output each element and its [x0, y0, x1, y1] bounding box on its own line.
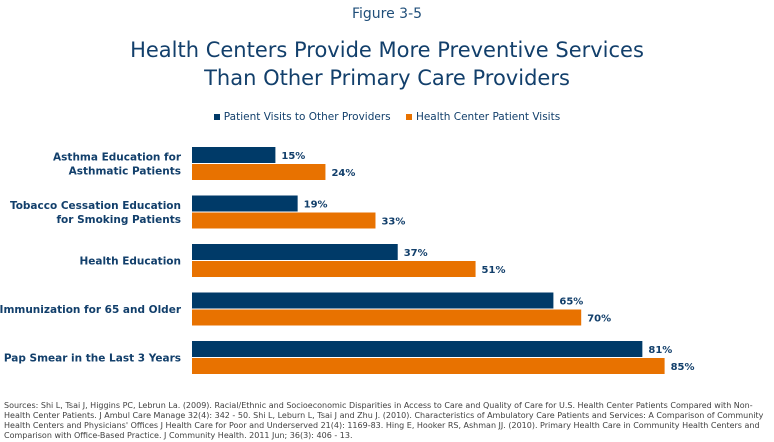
data-label: 70% — [587, 314, 611, 325]
legend-item-health-center: Health Center Patient Visits — [405, 111, 561, 123]
category-label: Tobacco Cessation Education for Smoking P… — [10, 200, 181, 226]
bar-health-center — [192, 212, 376, 229]
bar-other-providers — [192, 292, 554, 309]
chart-title-line-1: Health Centers Provide More Preventive S… — [130, 38, 644, 62]
category-label: Asthma Education for Asthmatic Patients — [53, 152, 182, 178]
legend-item-other-providers: Patient Visits to Other Providers — [213, 111, 391, 123]
data-label: 15% — [281, 151, 305, 162]
bar-other-providers — [192, 341, 643, 357]
data-label: 65% — [559, 297, 583, 308]
legend: Patient Visits to Other Providers Health… — [0, 111, 774, 123]
bar-health-center — [192, 309, 582, 326]
legend-label-health-center: Health Center Patient Visits — [415, 111, 561, 123]
bar-other-providers — [192, 147, 276, 163]
figure-label: Figure 3-5 — [351, 6, 423, 22]
legend-swatch-health-center — [405, 114, 412, 120]
bar-health-center — [192, 261, 476, 277]
category-label: Pap Smear in the Last 3 Years — [4, 353, 181, 365]
data-label: 85% — [671, 362, 695, 373]
data-label: 81% — [648, 345, 672, 356]
bar-health-center — [192, 358, 665, 374]
bar-other-providers — [192, 244, 398, 260]
chart-title: Health Centers Provide More Preventive S… — [0, 36, 774, 92]
data-label: 33% — [381, 217, 405, 228]
sources-footnote: Sources: Shi L, Tsai J, Higgins PC, Lebr… — [4, 401, 764, 440]
category-label: Health Education — [79, 256, 181, 268]
legend-label-other-providers: Patient Visits to Other Providers — [223, 111, 391, 123]
data-label: 24% — [331, 168, 355, 179]
category-label: Immunization for 65 and Older — [0, 304, 182, 316]
bar-health-center — [192, 164, 326, 180]
data-label: 37% — [404, 248, 428, 259]
chart-title-line-2: Than Other Primary Care Providers — [204, 66, 570, 90]
legend-swatch-other-providers — [213, 114, 220, 120]
data-label: 19% — [304, 200, 328, 211]
data-label: 51% — [482, 265, 506, 276]
bar-other-providers — [192, 195, 298, 212]
